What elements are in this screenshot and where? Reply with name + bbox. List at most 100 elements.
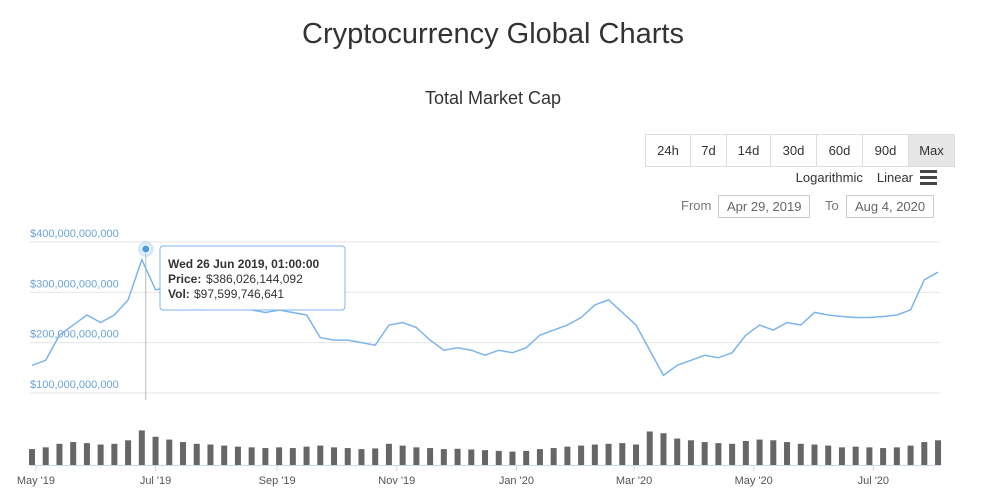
volume-bar (358, 449, 365, 465)
volume-bar (784, 442, 791, 465)
range-button[interactable]: 7d (690, 135, 726, 166)
tooltip-price-label: Price: (168, 272, 201, 286)
volume-bar (83, 443, 90, 465)
volume-bar (276, 447, 283, 465)
tooltip-vol: $97,599,746,641 (194, 287, 284, 301)
volume-bar (509, 451, 516, 465)
volume-bar (701, 442, 708, 465)
volume-bar (289, 448, 296, 465)
volume-bar (729, 443, 736, 465)
volume-bar (742, 441, 749, 465)
volume-bar (152, 436, 159, 465)
volume-bar (495, 450, 502, 465)
x-tick-label: Jul '19 (140, 475, 171, 487)
volume-bar (372, 448, 379, 465)
volume-bar (880, 448, 887, 465)
volume-bar (125, 440, 132, 465)
x-tick-label: Jul '20 (858, 475, 889, 487)
volume-bar (56, 443, 63, 465)
from-input[interactable]: Apr 29, 2019 (718, 195, 811, 218)
range-button[interactable]: 24h (657, 143, 679, 158)
menu-icon[interactable] (920, 170, 937, 188)
volume-bar (29, 449, 35, 465)
from-label: From (681, 198, 712, 213)
y-tick-label: $300,000,000,000 (30, 278, 119, 290)
volume-bar (111, 443, 118, 465)
volume-bar (454, 448, 461, 465)
volume-bar (344, 448, 351, 465)
volume-bar (536, 449, 543, 465)
x-tick-label: Jan '20 (499, 475, 534, 487)
volume-bar (399, 445, 406, 465)
volume-bar (756, 439, 763, 465)
volume-bar (317, 445, 324, 465)
volume-bar (550, 448, 557, 465)
volume-bar (70, 442, 77, 465)
tooltip-price: $386,026,144,092 (206, 272, 303, 286)
volume-bar (180, 442, 187, 465)
volume-bar (866, 447, 873, 465)
volume-bar (633, 444, 640, 465)
volume-bar (523, 450, 530, 465)
volume-bar (811, 444, 818, 465)
volume-bar (331, 447, 338, 465)
tooltip-vol-label: Vol: (168, 287, 190, 301)
volume-bar (234, 446, 241, 465)
x-tick-label: Mar '20 (616, 475, 652, 487)
y-tick-label: $100,000,000,000 (30, 379, 119, 391)
range-button[interactable]: 14d (726, 135, 770, 166)
volume-bar (646, 431, 653, 465)
range-button[interactable]: Max (908, 135, 954, 166)
tooltip-point (141, 244, 151, 254)
volume-bar (797, 443, 804, 465)
range-button[interactable]: 60d (816, 135, 862, 166)
volume-bar (935, 440, 942, 465)
volume-bar (893, 447, 900, 465)
scale-option[interactable]: Logarithmic (795, 170, 863, 185)
volume-bar (619, 443, 626, 465)
volume-bar (303, 446, 310, 465)
volume-bar (221, 445, 228, 465)
x-tick-label: May '19 (17, 475, 55, 487)
volume-bar (42, 447, 49, 465)
volume-bar (578, 445, 585, 465)
volume-bar (248, 447, 255, 465)
range-buttons: 24h 7d 14d 30d 60d 90d Max (645, 134, 955, 167)
volume-bar (482, 450, 489, 465)
volume-bar (825, 445, 832, 465)
volume-bar (207, 444, 214, 465)
volume-bar (166, 439, 173, 465)
volume-bar (907, 445, 914, 465)
scale-option[interactable]: Linear (876, 170, 913, 185)
volume-bar (770, 440, 777, 465)
volume-bar (385, 443, 392, 465)
x-tick-label: May '20 (735, 475, 773, 487)
volume-bar (715, 443, 722, 465)
volume-bar (921, 442, 928, 465)
scale-options: Logarithmic Linear (796, 170, 913, 185)
tooltip-box (159, 245, 346, 311)
volume-bar (138, 430, 145, 465)
volume-bar (674, 438, 681, 465)
to-label: To (825, 198, 839, 213)
volume-bar (427, 448, 434, 465)
range-button[interactable]: 90d (862, 135, 908, 166)
tooltip-date: Wed 26 Jun 2019, 01:00:00 (168, 257, 320, 271)
volume-bar (413, 447, 420, 465)
volume-bar (262, 448, 269, 465)
volume-bar (440, 449, 447, 465)
volume-bar (591, 444, 598, 465)
range-button[interactable]: 30d (770, 135, 816, 166)
volume-bar (193, 443, 200, 465)
volume-bar (468, 449, 475, 465)
volume-bar (660, 433, 667, 465)
volume-bar (564, 446, 571, 465)
x-tick-label: Nov '19 (378, 475, 415, 487)
y-tick-label: $200,000,000,000 (30, 329, 119, 341)
x-tick-label: Sep '19 (259, 475, 296, 487)
volume-bar (605, 443, 612, 465)
to-input[interactable]: Aug 4, 2020 (846, 195, 935, 218)
